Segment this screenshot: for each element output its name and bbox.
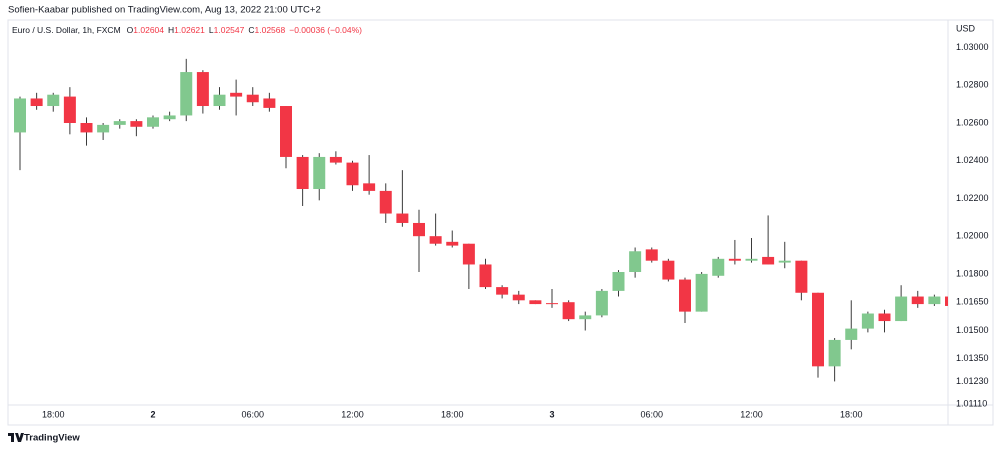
publisher-header: Sofien-Kaabar published on TradingView.c… bbox=[8, 5, 321, 16]
legend-open: 1.02604 bbox=[133, 25, 164, 35]
candle-body bbox=[280, 106, 292, 157]
legend-high-label: H bbox=[168, 25, 174, 35]
legend-close-label: C bbox=[248, 25, 254, 35]
x-tick-label: 06:00 bbox=[640, 409, 663, 419]
candle-body bbox=[612, 272, 625, 291]
candle-body bbox=[595, 290, 608, 316]
y-tick-label: 1.02800 bbox=[956, 80, 989, 90]
candle-body bbox=[546, 303, 558, 305]
candle-body bbox=[479, 264, 492, 288]
candle-body bbox=[945, 296, 948, 306]
legend: Euro / U.S. Dollar, 1h, FXCM O1.02604 H1.0… bbox=[12, 25, 362, 35]
x-tick-label: 18:00 bbox=[840, 409, 863, 419]
candle-body bbox=[845, 328, 858, 340]
x-tick-label: 12:00 bbox=[341, 409, 364, 419]
candle-body bbox=[296, 156, 309, 190]
x-tick-label: 18:00 bbox=[441, 409, 464, 419]
candle-body bbox=[911, 296, 924, 305]
candle-body bbox=[363, 183, 376, 191]
candle-body bbox=[712, 258, 725, 276]
candle-body bbox=[396, 213, 409, 223]
candle-body bbox=[895, 296, 908, 322]
candle-body bbox=[512, 294, 525, 301]
candle-body bbox=[878, 313, 891, 322]
candle-body bbox=[147, 117, 159, 127]
x-tick-label: 12:00 bbox=[740, 409, 763, 419]
candle-body bbox=[928, 296, 941, 305]
candle-body bbox=[246, 94, 259, 103]
legend-change: −0.00036 (−0.04%) bbox=[289, 25, 362, 35]
y-tick-label: 1.01800 bbox=[956, 268, 989, 278]
candle-body bbox=[413, 222, 425, 237]
x-tick-label: 2 bbox=[150, 409, 155, 419]
candle-body bbox=[329, 156, 342, 163]
candle-body bbox=[263, 98, 276, 108]
candle-body bbox=[645, 249, 658, 261]
y-tick-label: 1.01230 bbox=[956, 376, 989, 386]
legend-high: 1.02621 bbox=[174, 25, 205, 35]
y-tick-label: 1.02600 bbox=[956, 117, 989, 127]
candle-body bbox=[47, 94, 60, 107]
y-tick-label: 1.01650 bbox=[956, 297, 989, 307]
candle-body bbox=[113, 121, 126, 125]
candle-body bbox=[629, 251, 642, 273]
candle-body bbox=[446, 241, 459, 246]
legend-low-label: L bbox=[209, 25, 214, 35]
candle-body bbox=[861, 313, 874, 329]
candle-body bbox=[163, 115, 176, 120]
candle-body bbox=[196, 72, 209, 107]
candle-body bbox=[529, 300, 542, 305]
candle-body bbox=[662, 260, 675, 280]
y-tick-label: 1.02000 bbox=[956, 231, 989, 241]
candle-body bbox=[828, 339, 841, 367]
candle-body bbox=[462, 243, 475, 265]
candle-body bbox=[429, 236, 442, 244]
candle-body bbox=[778, 260, 791, 263]
footer-logo: TradingView bbox=[8, 433, 80, 444]
legend-symbol: Euro / U.S. Dollar, 1h, FXCM bbox=[12, 25, 121, 35]
candle-body bbox=[562, 302, 575, 320]
candle-body bbox=[379, 190, 392, 214]
candle-body bbox=[762, 256, 775, 265]
x-tick-label: 3 bbox=[549, 409, 554, 419]
candle-body bbox=[63, 96, 76, 123]
candle-body bbox=[180, 72, 193, 116]
plot-area bbox=[14, 58, 948, 382]
candle-body bbox=[795, 260, 808, 293]
y-tick-label: 1.02400 bbox=[956, 155, 989, 165]
candle-body bbox=[496, 287, 509, 295]
legend-low: 1.02547 bbox=[214, 25, 245, 35]
y-tick-label: 1.01350 bbox=[956, 353, 989, 363]
candle-body bbox=[695, 273, 708, 312]
legend-close: 1.02568 bbox=[255, 25, 286, 35]
candle-body bbox=[579, 315, 592, 320]
x-tick-label: 18:00 bbox=[42, 409, 65, 419]
candle-body bbox=[313, 156, 326, 190]
candle-body bbox=[213, 94, 226, 107]
candle-body bbox=[728, 258, 741, 261]
footer-text: TradingView bbox=[24, 433, 80, 444]
candle-body bbox=[679, 279, 691, 312]
y-unit: USD bbox=[956, 23, 976, 33]
y-tick-label: 1.03000 bbox=[956, 42, 989, 52]
x-tick-label: 06:00 bbox=[241, 409, 264, 419]
candle-body bbox=[14, 98, 26, 133]
candle-body bbox=[745, 258, 758, 261]
chart-frame bbox=[7, 19, 994, 426]
y-tick-label: 1.02200 bbox=[956, 193, 989, 203]
logo-mark bbox=[8, 433, 24, 442]
candle-body bbox=[30, 98, 43, 107]
candle-body bbox=[97, 124, 110, 133]
y-tick-label: 1.01500 bbox=[956, 325, 989, 335]
candle-body bbox=[346, 162, 359, 186]
candle-body bbox=[812, 292, 824, 367]
legend-open-label: O bbox=[127, 25, 134, 35]
candle-body bbox=[230, 92, 243, 97]
y-tick-label: 1.01110 bbox=[956, 398, 987, 408]
candle-body bbox=[130, 121, 143, 127]
candle-body bbox=[80, 122, 93, 133]
